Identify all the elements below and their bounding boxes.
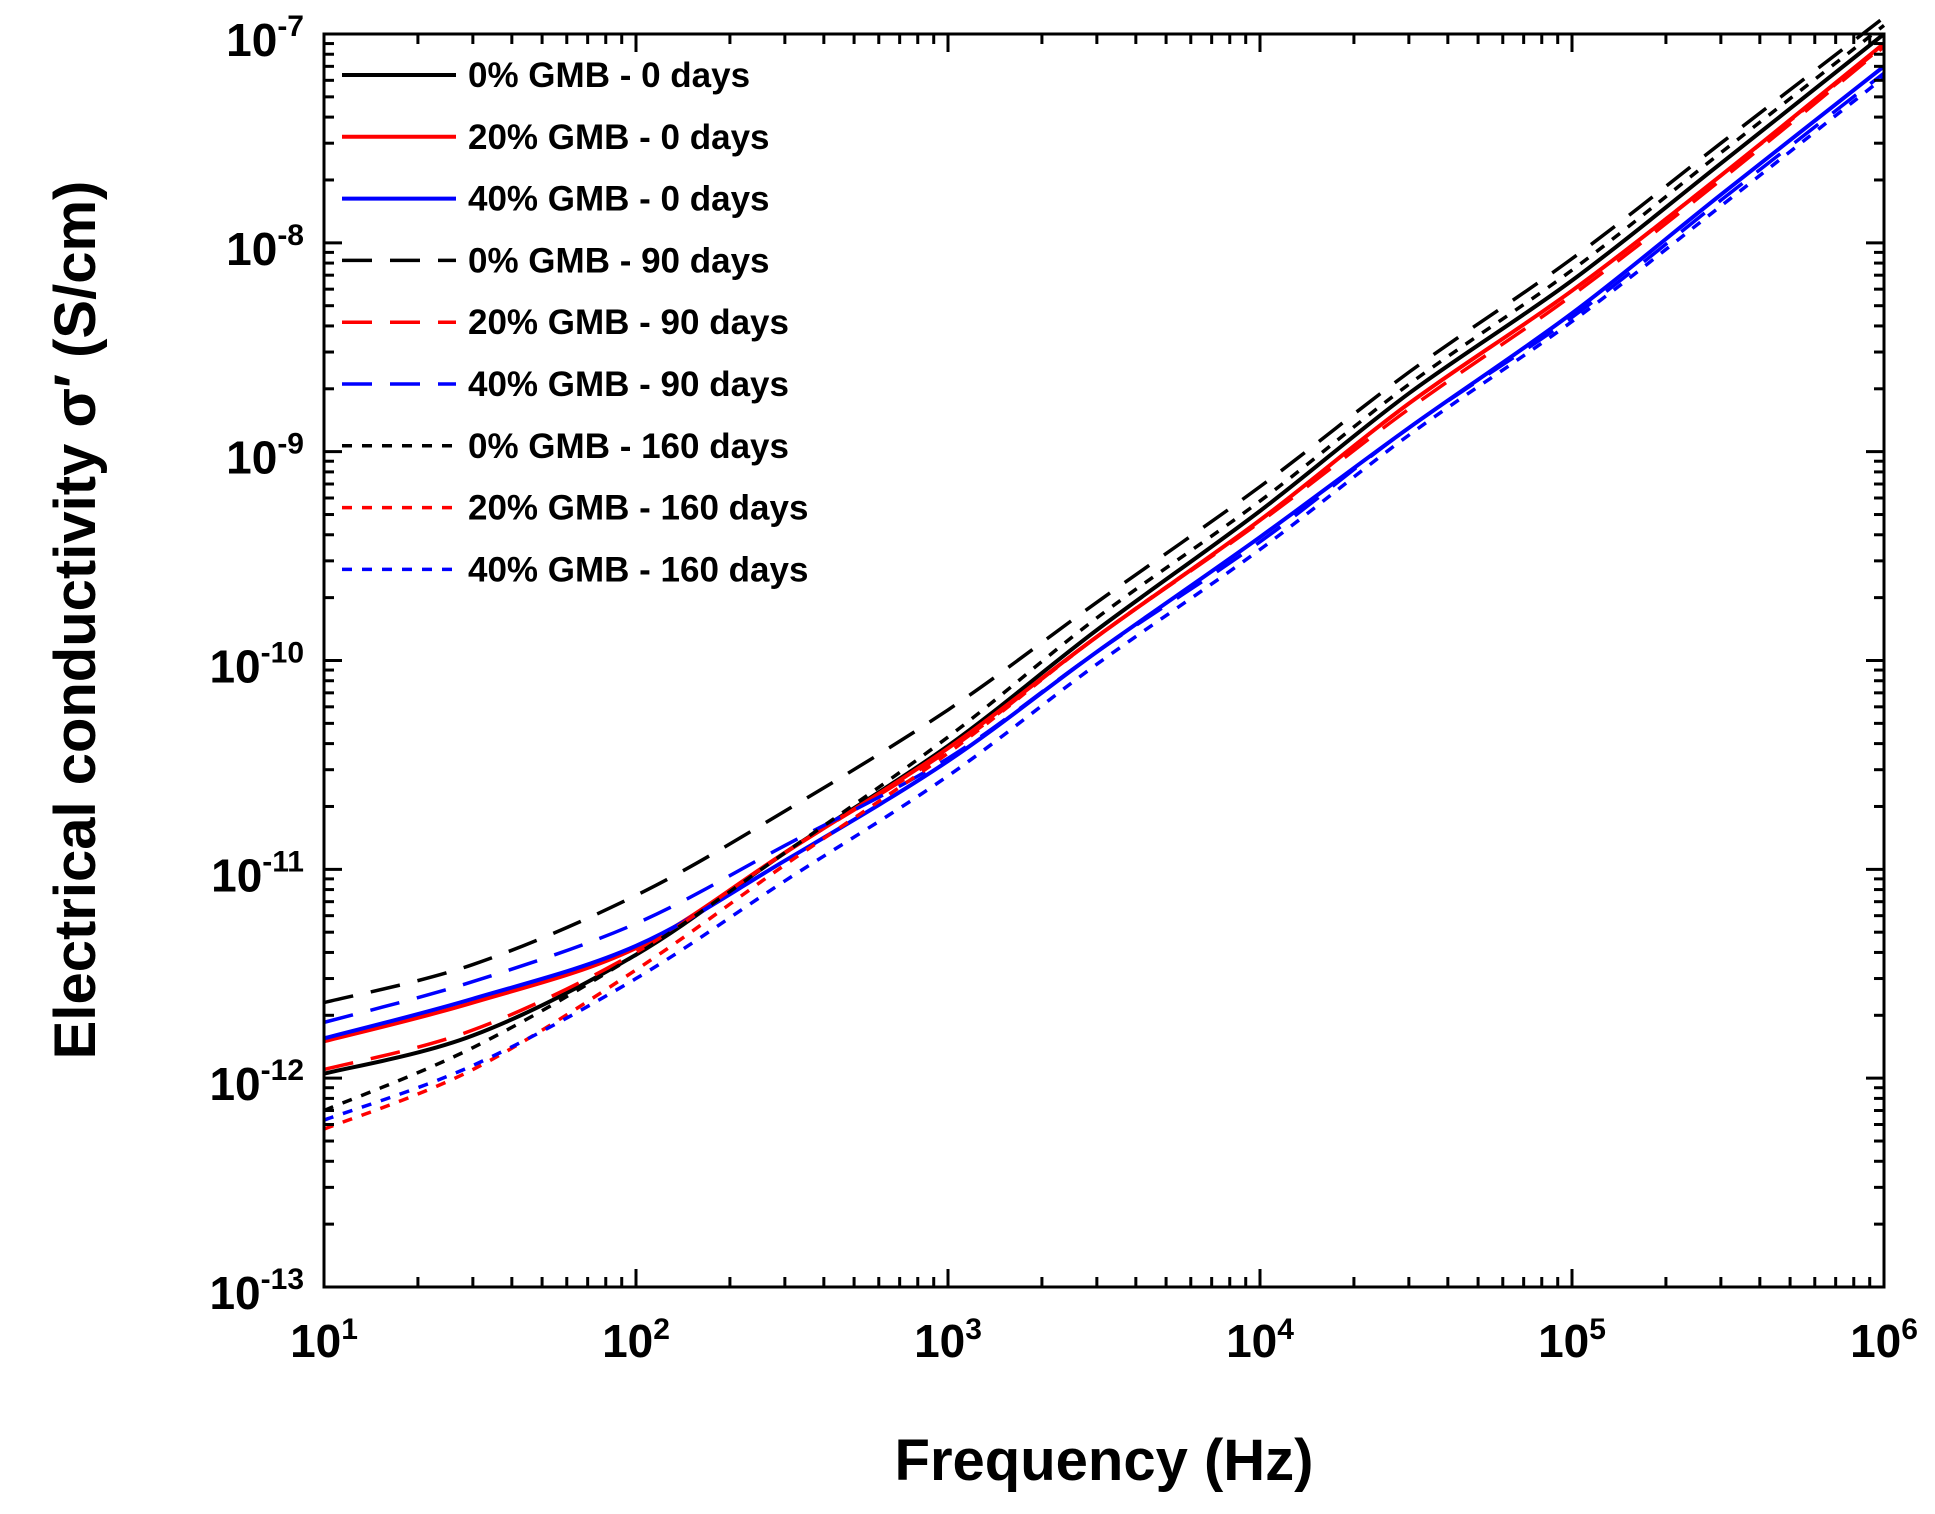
series-line-8 [323, 75, 1886, 1122]
x-tick-label-5: 106 [1850, 1313, 1918, 1367]
series-line-3 [323, 16, 1886, 1005]
x-tick-label-0: 101 [290, 1313, 358, 1367]
x-tick-label-2: 103 [914, 1313, 982, 1367]
series-layer [323, 16, 1886, 1131]
y-tick-label-2: 10-11 [211, 845, 304, 901]
legend-label-8: 40% GMB - 160 days [468, 550, 808, 589]
series-line-4 [323, 45, 1886, 1072]
x-tick-label-4: 105 [1538, 1313, 1606, 1367]
y-tick-label-5: 10-8 [226, 219, 304, 275]
x-tick-label-1: 102 [602, 1313, 670, 1367]
y-axis-title: Electrical conductivity σ′ (S/cm) [43, 181, 108, 1060]
y-tick-label-6: 10-7 [226, 10, 304, 66]
legend-label-7: 20% GMB - 160 days [468, 489, 808, 528]
legend-label-2: 40% GMB - 0 days [468, 180, 770, 219]
plot-frame [322, 32, 1886, 1289]
y-tick-label-4: 10-9 [226, 428, 304, 484]
x-tick-label-3: 104 [1226, 1313, 1294, 1367]
tick-labels: 101 102 103 104 105 106 10-13 10-12 10-11 10-10 10… [209, 10, 1917, 1367]
y-tick-label-0: 10-13 [209, 1263, 304, 1319]
series-line-1 [323, 42, 1886, 1044]
legend-label-0: 0% GMB - 0 days [468, 56, 750, 95]
series-line-6 [323, 23, 1886, 1113]
legend-label-3: 0% GMB - 90 days [468, 241, 770, 280]
x-axis-title: Frequency (Hz) [895, 1428, 1314, 1493]
y-tick-label-3: 10-10 [209, 637, 304, 693]
series-line-5 [323, 71, 1886, 1025]
y-tick-label-1: 10-12 [209, 1054, 304, 1110]
legend-label-1: 20% GMB - 0 days [468, 118, 770, 157]
ticks-layer [322, 34, 1884, 1289]
legend-label-4: 20% GMB - 90 days [468, 303, 789, 342]
legend-label-5: 40% GMB - 90 days [468, 365, 789, 404]
legend-label-6: 0% GMB - 160 days [468, 427, 789, 466]
legend: 0% GMB - 0 days 20% GMB - 0 days 40% GMB -… [342, 56, 808, 589]
series-line-7 [323, 44, 1886, 1131]
